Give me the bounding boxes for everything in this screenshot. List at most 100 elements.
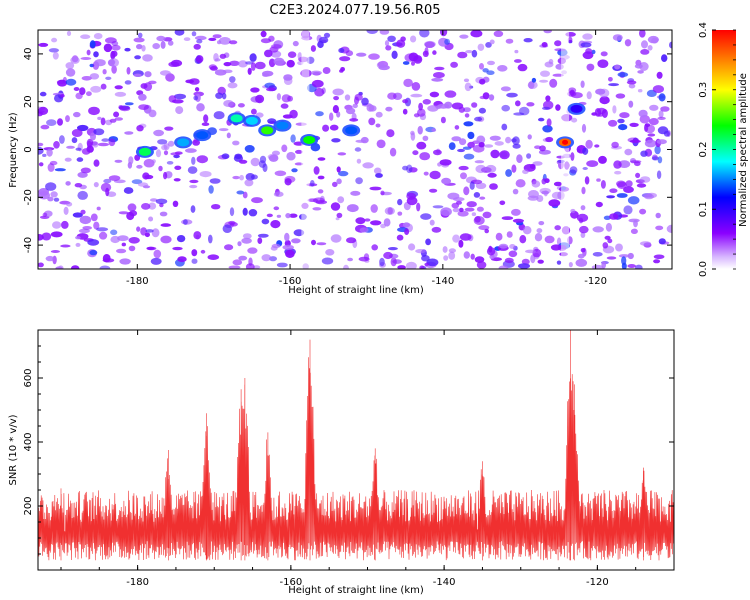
heatmap-cell	[325, 249, 335, 256]
heatmap-cell	[148, 109, 157, 118]
heatmap-cell	[456, 200, 462, 205]
heatmap-cell	[612, 105, 617, 114]
heatmap-cell	[429, 219, 435, 226]
heatmap-cell	[539, 145, 546, 152]
heatmap-cell	[621, 256, 627, 266]
heatmap-y-tick-label: -20	[23, 189, 34, 205]
heatmap-cell	[601, 261, 606, 269]
heatmap-hotspot	[177, 138, 190, 147]
heatmap-cell	[127, 203, 137, 212]
heatmap-cell	[96, 206, 101, 211]
heatmap-cell	[317, 175, 325, 180]
heatmap-cell	[463, 78, 470, 83]
heatmap-cell	[282, 244, 295, 250]
heatmap-cell	[81, 76, 93, 81]
heatmap-cell	[639, 176, 651, 183]
heatmap-cell	[494, 141, 504, 146]
heatmap-cell	[615, 93, 626, 99]
heatmap-cell	[136, 164, 143, 169]
heatmap-cell	[544, 61, 554, 68]
heatmap-cell	[444, 38, 450, 45]
heatmap-cell	[242, 207, 248, 216]
heatmap-cell	[626, 80, 637, 85]
heatmap-cell	[532, 161, 543, 166]
heatmap-hotspot	[261, 126, 274, 135]
heatmap-cell	[419, 265, 425, 269]
heatmap-cell	[370, 220, 382, 226]
heatmap-cell	[97, 116, 102, 120]
heatmap-cell	[214, 58, 221, 62]
heatmap-cell	[153, 249, 162, 259]
heatmap-cell	[513, 112, 525, 116]
heatmap-cell	[608, 83, 619, 87]
heatmap-cell	[404, 228, 410, 235]
heatmap-cell	[226, 132, 231, 139]
colorbar-tick-label: 0.0	[698, 261, 709, 277]
heatmap-cell	[268, 154, 279, 162]
heatmap-cell	[380, 190, 385, 196]
heatmap-cell	[321, 257, 334, 265]
heatmap-cell	[191, 249, 198, 257]
heatmap-cell	[191, 156, 196, 165]
heatmap-cell	[38, 162, 44, 167]
heatmap-cell	[397, 198, 403, 206]
heatmap-cell	[644, 123, 651, 127]
heatmap-cell	[465, 50, 473, 54]
heatmap-cell	[137, 32, 143, 38]
heatmap-cell	[100, 117, 106, 126]
heatmap-cell	[136, 226, 141, 232]
heatmap-x-tick-label: -160	[279, 276, 302, 287]
heatmap-cell	[255, 94, 265, 104]
heatmap-cell	[128, 237, 140, 244]
heatmap-cell	[221, 153, 230, 159]
heatmap-cell	[111, 50, 118, 57]
heatmap-cell	[117, 235, 129, 242]
heatmap-cell	[624, 39, 632, 47]
heatmap-cell	[77, 171, 88, 178]
heatmap-cell	[113, 111, 120, 118]
heatmap-cell	[443, 255, 449, 261]
heatmap-cell	[315, 200, 328, 205]
heatmap-cell	[183, 219, 188, 225]
heatmap-cell	[361, 97, 369, 106]
heatmap-cell	[432, 205, 444, 209]
heatmap-cell	[51, 37, 58, 43]
heatmap-cell	[193, 231, 202, 240]
heatmap-cell	[124, 80, 132, 85]
heatmap-cell	[487, 60, 495, 66]
heatmap-cell	[580, 42, 592, 48]
heatmap-cell	[657, 156, 663, 164]
heatmap-cell	[635, 172, 641, 178]
heatmap-cell	[286, 59, 295, 68]
heatmap-cell	[248, 257, 253, 266]
heatmap-cell	[356, 158, 362, 164]
heatmap-cell	[534, 233, 543, 242]
heatmap-cell	[247, 247, 258, 254]
heatmap-cell	[396, 39, 406, 48]
heatmap-cell	[260, 38, 272, 44]
heatmap-cell	[536, 195, 544, 202]
heatmap-cell	[346, 204, 359, 213]
heatmap-cell	[470, 253, 475, 260]
heatmap-cell	[163, 37, 173, 42]
heatmap-cell	[385, 45, 392, 51]
heatmap-hotspot	[303, 135, 316, 144]
heatmap-cell	[644, 194, 654, 200]
heatmap-cell	[478, 225, 490, 231]
heatmap-cell	[315, 111, 324, 117]
snr-x-tick-label: -160	[280, 577, 303, 588]
heatmap-cell	[522, 226, 532, 235]
heatmap-cell	[591, 112, 598, 116]
heatmap-cell	[655, 212, 661, 219]
heatmap-cell	[86, 91, 92, 97]
heatmap-cell	[64, 157, 72, 162]
heatmap-cell	[93, 221, 100, 230]
heatmap-cell	[47, 196, 54, 202]
heatmap-cell	[408, 243, 416, 251]
heatmap-cell	[260, 30, 267, 38]
heatmap-cell	[460, 172, 467, 180]
heatmap-cell	[591, 49, 596, 55]
heatmap-cell	[177, 256, 187, 263]
heatmap-cell	[636, 183, 647, 188]
heatmap-cell	[617, 72, 629, 78]
